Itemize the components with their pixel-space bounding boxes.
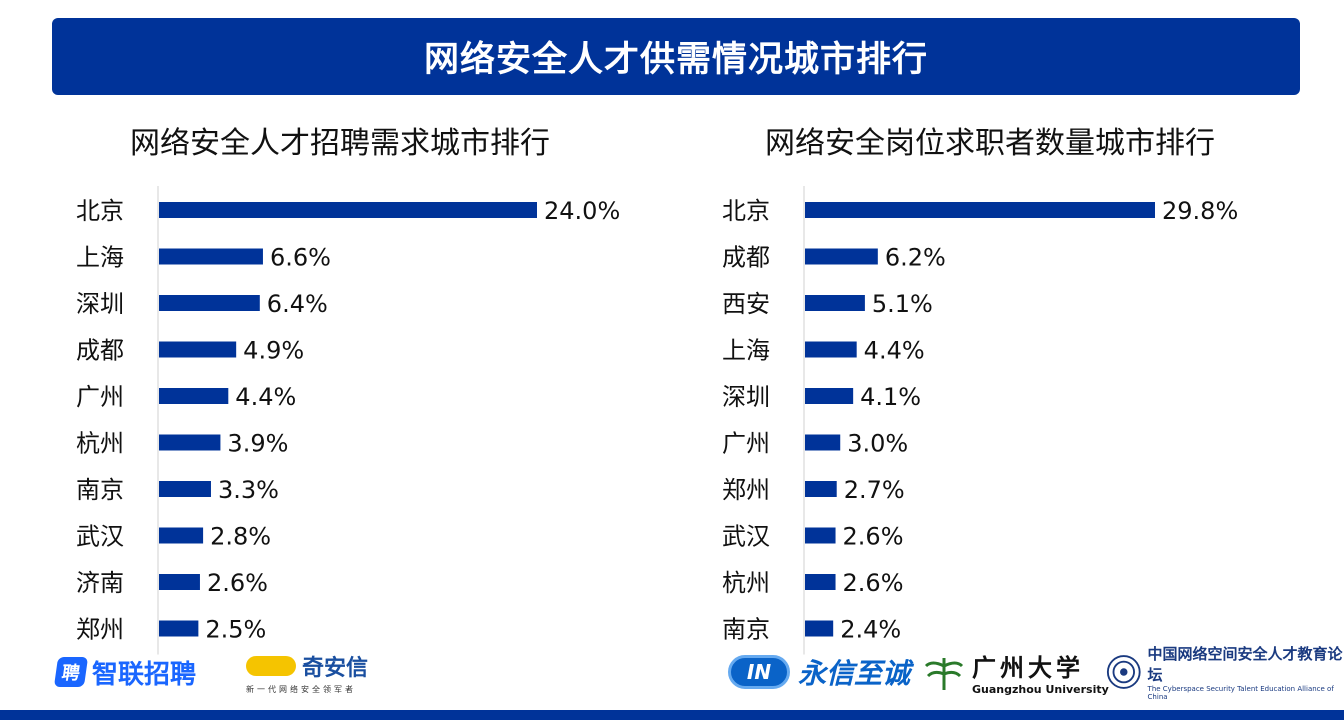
zhaopin-logo-text: 智联招聘	[92, 659, 197, 690]
value-label: 4.9%	[243, 337, 304, 365]
category-label: 济南	[76, 569, 124, 597]
qianxin-slogan: 新一代网络安全领军者	[246, 685, 356, 694]
gzhu-name-en: Guangzhou University	[972, 683, 1109, 696]
zhaopin-logo: 聘 智联招聘	[53, 650, 197, 694]
bar	[805, 248, 878, 265]
footer-bar	[0, 710, 1344, 720]
left-chart-title: 网络安全人才招聘需求城市排行	[130, 126, 550, 161]
value-label: 29.8%	[1162, 197, 1238, 225]
alliance-logo: 中国网络空间安全人才教育论坛 The Cyberspace Security T…	[1106, 645, 1344, 701]
value-label: 24.0%	[544, 197, 620, 225]
value-label: 5.1%	[872, 290, 933, 318]
category-label: 西安	[722, 290, 770, 318]
category-label: 广州	[722, 430, 770, 458]
bar	[805, 620, 834, 637]
header-banner: 网络安全人才供需情况城市排行	[52, 18, 1300, 95]
category-label: 深圳	[722, 383, 770, 411]
bar	[805, 527, 836, 544]
alliance-name-cn: 中国网络空间安全人才教育论坛	[1147, 645, 1343, 684]
value-label: 3.0%	[847, 430, 908, 458]
category-label: 南京	[76, 476, 124, 504]
bar	[805, 434, 841, 451]
demand-bar-chart: 北京 24.0% 上海 6.6% 深圳 6.4% 成都 4.9% 广州 4.4% 杭州 3.9% 南京 3…	[76, 186, 620, 655]
bar	[805, 388, 854, 404]
category-label: 武汉	[76, 523, 124, 551]
yongxin-logo-text: 永信至诚	[798, 657, 911, 690]
category-label: 郑州	[722, 476, 770, 504]
bar	[159, 388, 229, 404]
value-label: 2.5%	[205, 616, 266, 644]
category-label: 北京	[722, 197, 770, 225]
category-label: 南京	[722, 616, 770, 644]
bar	[159, 295, 260, 311]
value-label: 4.4%	[235, 383, 296, 411]
bar	[159, 434, 221, 451]
category-label: 成都	[722, 244, 770, 272]
category-label: 上海	[76, 244, 124, 272]
bar	[805, 202, 1155, 218]
category-label: 北京	[76, 197, 124, 225]
category-label: 广州	[76, 383, 124, 411]
yongxin-logo: IN 永信至诚	[728, 650, 910, 694]
bar	[159, 202, 537, 218]
bar	[805, 341, 857, 358]
qianxin-logo-text: 奇安信	[302, 656, 369, 681]
right-chart-title: 网络安全岗位求职者数量城市排行	[765, 126, 1215, 161]
category-label: 深圳	[76, 290, 124, 318]
category-label: 上海	[722, 337, 770, 365]
category-label: 郑州	[76, 616, 124, 644]
gzhu-emblem-icon	[924, 658, 964, 690]
job-seeker-bar-chart: 北京 29.8% 成都 6.2% 西安 5.1% 上海 4.4% 深圳 4.1% 广州 3.0% 郑州 2…	[722, 186, 1238, 655]
bar	[159, 574, 200, 590]
value-label: 2.6%	[843, 569, 904, 597]
category-label: 杭州	[76, 430, 124, 458]
bar	[159, 527, 204, 544]
value-label: 2.7%	[844, 476, 905, 504]
bar	[159, 620, 199, 637]
bar	[805, 295, 865, 311]
category-label: 武汉	[722, 523, 770, 551]
zhaopin-mark-icon: 聘	[53, 657, 89, 687]
bar	[805, 574, 836, 590]
value-label: 6.4%	[267, 290, 328, 318]
bar	[805, 481, 837, 497]
value-label: 3.3%	[218, 476, 279, 504]
yongxin-mark-icon: IN	[728, 655, 790, 689]
page-title: 网络安全人才供需情况城市排行	[423, 40, 928, 80]
value-label: 6.2%	[885, 244, 946, 272]
value-label: 2.6%	[843, 523, 904, 551]
value-label: 2.4%	[840, 616, 901, 644]
value-label: 4.1%	[860, 383, 921, 411]
gzhu-logo: 广州大学 Guangzhou University	[922, 650, 1109, 696]
value-label: 6.6%	[270, 244, 331, 272]
category-label: 成都	[76, 337, 124, 365]
category-label: 杭州	[722, 569, 770, 597]
bar	[159, 341, 237, 358]
bar	[159, 481, 211, 497]
bar	[159, 248, 263, 265]
alliance-name-en: The Cyberspace Security Talent Education…	[1147, 685, 1334, 701]
value-label: 2.6%	[207, 569, 268, 597]
qianxin-logo: 奇安信 新一代网络安全领军者	[246, 650, 368, 694]
value-label: 4.4%	[864, 337, 925, 365]
qianxin-mark-icon	[246, 656, 296, 676]
alliance-emblem-icon	[1106, 655, 1141, 689]
value-label: 3.9%	[227, 430, 288, 458]
gzhu-name-cn: 广州大学	[972, 653, 1084, 682]
value-label: 2.8%	[210, 523, 271, 551]
